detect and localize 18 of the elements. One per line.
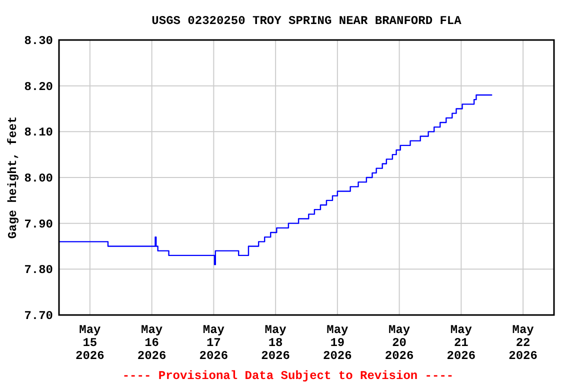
y-tick-label: 8.10	[24, 126, 53, 140]
x-tick-label: May 15 2026	[76, 323, 104, 363]
y-tick-label: 8.20	[24, 80, 53, 94]
x-tick-label: May 21 2026	[446, 323, 476, 363]
y-tick-label: 8.00	[24, 172, 53, 186]
y-tick-label: 7.70	[24, 309, 53, 323]
x-tick-label: May 18 2026	[261, 323, 290, 363]
x-tick-label: May 19 2026	[323, 323, 352, 363]
y-tick-label: 8.30	[24, 34, 53, 48]
x-tick-label: May 17 2026	[199, 323, 228, 363]
chart-title: USGS 02320250 TROY SPRING NEAR BRANFORD FLA	[152, 14, 462, 28]
y-tick-label: 7.90	[24, 217, 53, 232]
text: ---- Provisional Data Subject to Revision ----	[122, 369, 454, 383]
x-tick-label: May 22 2026	[508, 323, 538, 363]
x-tick-label: May 20 2026	[384, 323, 414, 363]
y-axis-title: Gage height, feet	[6, 116, 20, 239]
x-tick-label: May 16 2026	[137, 323, 166, 363]
y-tick-label: 7.80	[24, 263, 53, 278]
